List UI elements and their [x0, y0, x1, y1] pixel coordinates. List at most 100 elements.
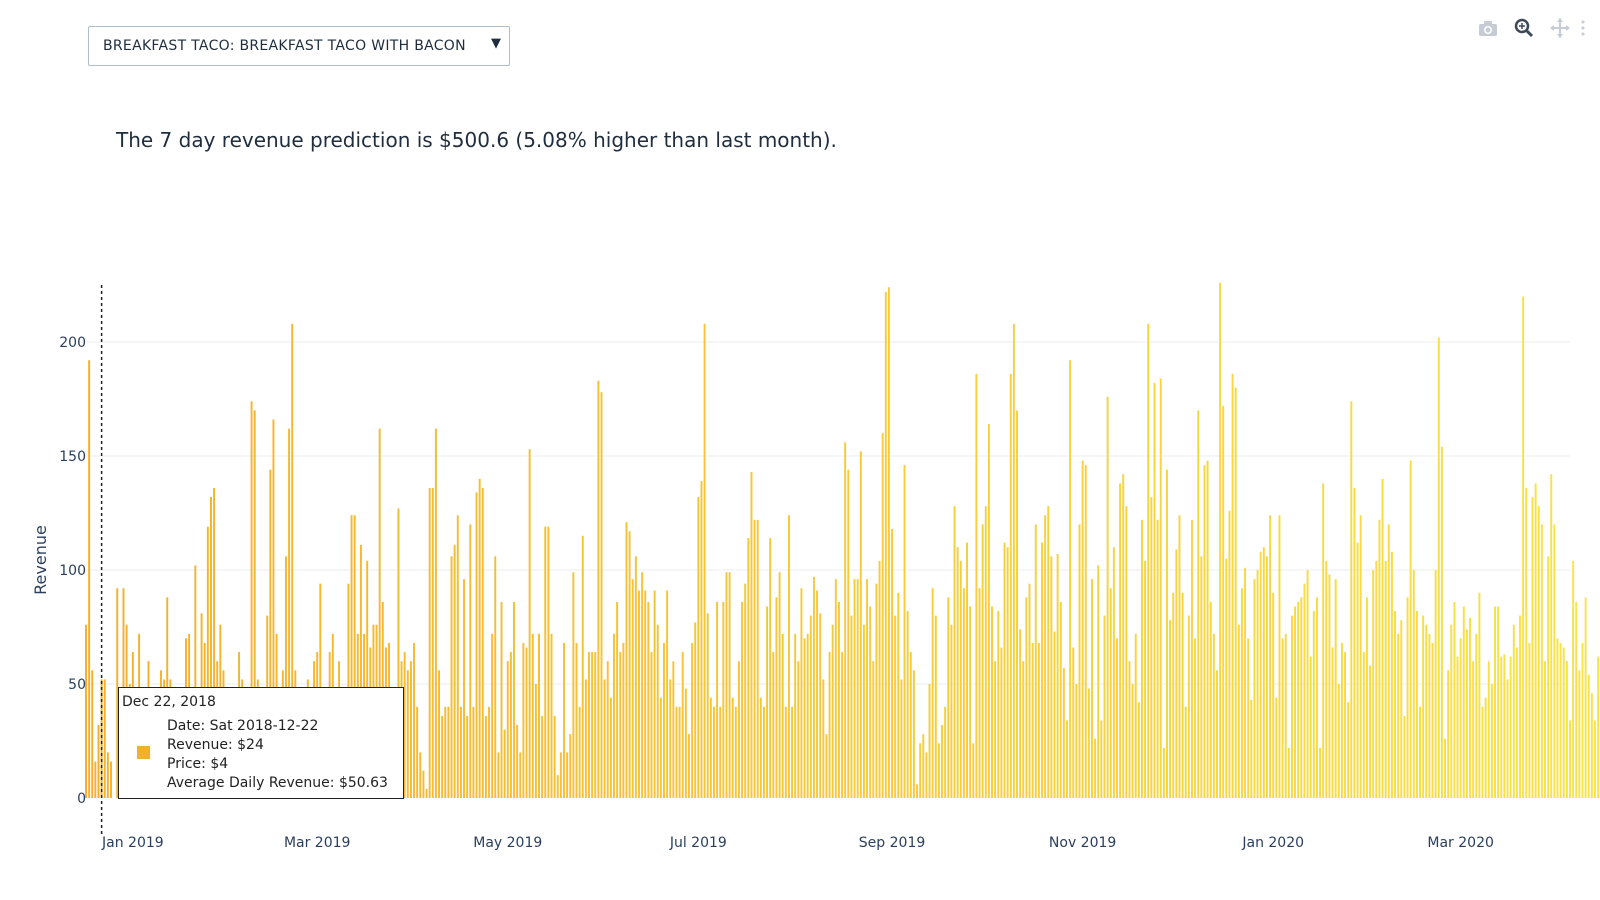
revenue-bar[interactable]	[638, 590, 640, 798]
revenue-bar[interactable]	[272, 419, 275, 798]
revenue-bar[interactable]	[731, 697, 734, 798]
revenue-bar[interactable]	[784, 706, 787, 798]
revenue-bar[interactable]	[1053, 631, 1056, 798]
revenue-bar[interactable]	[1225, 558, 1228, 798]
revenue-bar[interactable]	[531, 633, 534, 798]
revenue-bar[interactable]	[1490, 684, 1493, 798]
revenue-bar[interactable]	[1519, 615, 1521, 798]
revenue-bar[interactable]	[750, 471, 753, 798]
revenue-bar[interactable]	[991, 606, 993, 798]
revenue-bar[interactable]	[1353, 487, 1356, 798]
revenue-bar[interactable]	[1437, 337, 1440, 798]
revenue-bar[interactable]	[1575, 601, 1578, 798]
revenue-bar[interactable]	[569, 734, 572, 798]
revenue-bar[interactable]	[997, 611, 1000, 798]
revenue-bar[interactable]	[1547, 556, 1550, 798]
revenue-bar[interactable]	[653, 590, 656, 798]
revenue-bar[interactable]	[944, 706, 947, 798]
revenue-bar[interactable]	[622, 642, 625, 798]
revenue-bar[interactable]	[1191, 519, 1193, 798]
revenue-bar[interactable]	[1194, 638, 1197, 798]
revenue-bar[interactable]	[916, 784, 919, 798]
revenue-bar[interactable]	[931, 588, 934, 798]
revenue-bar[interactable]	[1109, 588, 1112, 798]
revenue-bar[interactable]	[975, 373, 978, 798]
revenue-bar[interactable]	[1050, 556, 1053, 798]
revenue-bar[interactable]	[456, 515, 459, 798]
revenue-bar[interactable]	[1525, 487, 1528, 798]
revenue-bar[interactable]	[91, 670, 94, 798]
revenue-bar[interactable]	[919, 743, 922, 798]
revenue-bar[interactable]	[1478, 592, 1481, 798]
revenue-bar[interactable]	[578, 706, 581, 798]
revenue-bar[interactable]	[1562, 647, 1565, 798]
revenue-bar[interactable]	[1556, 638, 1559, 798]
revenue-bar[interactable]	[1278, 515, 1281, 798]
revenue-bar[interactable]	[1359, 515, 1362, 798]
revenue-bar[interactable]	[1081, 460, 1084, 798]
revenue-bar[interactable]	[1509, 656, 1512, 798]
revenue-bar[interactable]	[703, 323, 706, 798]
revenue-bar[interactable]	[1384, 560, 1387, 798]
revenue-bar[interactable]	[1462, 606, 1465, 798]
revenue-bar[interactable]	[1206, 460, 1209, 798]
revenue-bar[interactable]	[447, 706, 450, 798]
revenue-bar[interactable]	[1184, 706, 1187, 798]
revenue-bar[interactable]	[525, 647, 528, 798]
revenue-bar[interactable]	[1540, 524, 1543, 798]
revenue-bar[interactable]	[538, 633, 540, 798]
revenue-bar[interactable]	[1025, 597, 1028, 798]
revenue-bar[interactable]	[588, 652, 590, 798]
revenue-bar[interactable]	[1447, 670, 1450, 798]
revenue-bar[interactable]	[438, 670, 441, 798]
revenue-bar[interactable]	[675, 706, 678, 798]
revenue-bar[interactable]	[284, 556, 287, 798]
revenue-bar[interactable]	[581, 535, 584, 798]
revenue-bar[interactable]	[1262, 547, 1265, 798]
revenue-bar[interactable]	[434, 428, 437, 798]
revenue-bar[interactable]	[566, 752, 569, 798]
revenue-bar[interactable]	[1006, 547, 1009, 798]
revenue-bar[interactable]	[641, 572, 644, 798]
revenue-bar[interactable]	[85, 624, 87, 798]
revenue-bar[interactable]	[575, 642, 578, 798]
revenue-bar[interactable]	[88, 360, 91, 798]
revenue-bar[interactable]	[1131, 684, 1134, 798]
revenue-bar[interactable]	[550, 633, 553, 798]
revenue-bar[interactable]	[547, 526, 550, 798]
revenue-bar[interactable]	[1240, 588, 1243, 798]
revenue-bar[interactable]	[812, 576, 815, 798]
revenue-bar[interactable]	[1284, 633, 1287, 798]
revenue-bar[interactable]	[1322, 483, 1325, 798]
revenue-bar[interactable]	[716, 601, 719, 798]
revenue-bar[interactable]	[1544, 661, 1546, 798]
revenue-bar[interactable]	[1309, 656, 1312, 798]
revenue-bar[interactable]	[969, 606, 972, 798]
revenue-bar[interactable]	[541, 715, 544, 798]
revenue-bar[interactable]	[425, 788, 428, 798]
revenue-bar[interactable]	[597, 380, 600, 798]
revenue-bar[interactable]	[925, 752, 928, 798]
revenue-bar[interactable]	[666, 590, 669, 798]
revenue-bar[interactable]	[1209, 601, 1212, 798]
revenue-bar[interactable]	[1484, 697, 1487, 798]
revenue-bar[interactable]	[1216, 670, 1218, 798]
revenue-bar[interactable]	[613, 633, 615, 798]
revenue-bar[interactable]	[628, 531, 631, 798]
revenue-bar[interactable]	[903, 465, 906, 798]
revenue-bar[interactable]	[950, 624, 953, 798]
revenue-bar[interactable]	[1397, 633, 1400, 798]
revenue-bar[interactable]	[1444, 738, 1446, 798]
zoom-icon[interactable]	[1506, 14, 1542, 42]
revenue-bar[interactable]	[794, 633, 797, 798]
revenue-bar[interactable]	[1103, 615, 1106, 798]
revenue-bar[interactable]	[1250, 699, 1253, 798]
product-dropdown[interactable]: BREAKFAST TACO: BREAKFAST TACO WITH BACO…	[88, 26, 510, 66]
revenue-bar[interactable]	[1084, 465, 1087, 798]
revenue-bar[interactable]	[859, 451, 862, 798]
camera-icon[interactable]	[1470, 14, 1506, 42]
revenue-bar[interactable]	[1334, 579, 1337, 798]
revenue-bar[interactable]	[475, 492, 478, 798]
revenue-bar[interactable]	[413, 642, 416, 798]
revenue-bar[interactable]	[819, 613, 822, 798]
